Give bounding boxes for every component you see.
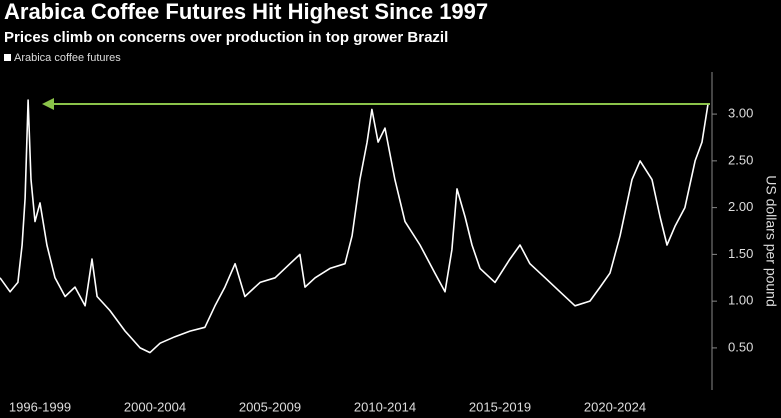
y-tick-label: 3.00 xyxy=(728,106,753,121)
y-tick-label: 0.50 xyxy=(728,339,753,354)
y-tick-label: 2.00 xyxy=(728,199,753,214)
x-tick-label: 2005-2009 xyxy=(239,399,301,414)
annotation-arrowhead xyxy=(42,98,54,110)
x-tick-label: 1996-1999 xyxy=(9,399,71,414)
x-tick-label: 2000-2004 xyxy=(124,399,186,414)
y-tick-label: 1.00 xyxy=(728,293,753,308)
legend-label: Arabica coffee futures xyxy=(14,52,121,64)
x-tick-label: 2020-2024 xyxy=(584,399,646,414)
legend-swatch xyxy=(4,54,11,61)
price-line xyxy=(0,99,709,354)
y-tick-label: 1.50 xyxy=(728,246,753,261)
y-tick-label: 2.50 xyxy=(728,152,753,167)
chart-title: Arabica Coffee Futures Hit Highest Since… xyxy=(4,0,488,24)
chart-subtitle: Prices climb on concerns over production… xyxy=(4,29,448,46)
y-axis-label: US dollars per pound xyxy=(763,175,779,307)
x-tick-label: 2010-2014 xyxy=(354,399,416,414)
x-tick-label: 2015-2019 xyxy=(469,399,531,414)
